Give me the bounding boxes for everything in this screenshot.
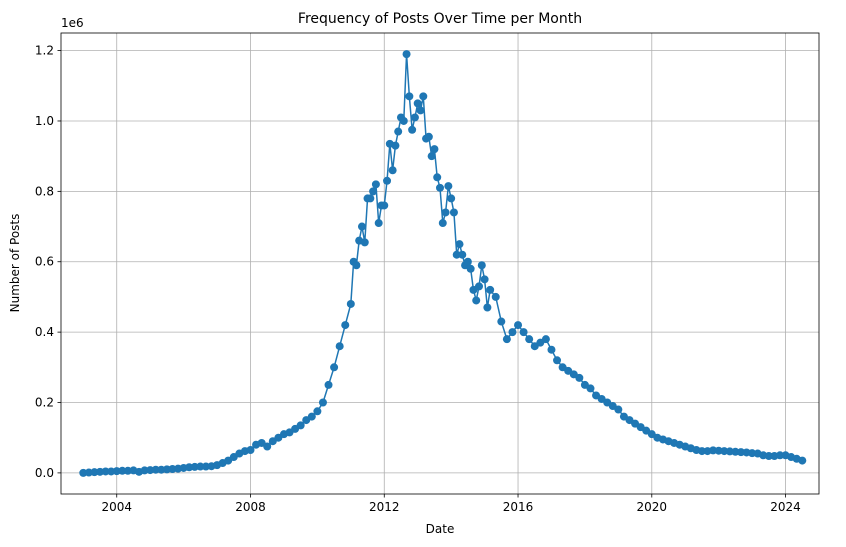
data-point [371, 180, 380, 189]
data-point [313, 407, 322, 416]
data-point [491, 292, 500, 301]
data-point [330, 363, 339, 372]
data-point [463, 257, 472, 266]
data-point [444, 182, 453, 191]
data-point [307, 412, 316, 421]
data-point [586, 384, 595, 393]
data-point [427, 152, 436, 161]
data-point [335, 342, 344, 351]
grid-lines [61, 33, 819, 494]
data-point [405, 92, 414, 101]
data-point [318, 398, 327, 407]
data-point [352, 261, 361, 270]
data-point [360, 238, 369, 247]
data-point [433, 173, 442, 182]
data-point [553, 356, 562, 365]
data-point [483, 303, 492, 312]
data-point [455, 240, 464, 249]
data-point [399, 116, 408, 125]
data-point [391, 141, 400, 150]
data-point [402, 50, 411, 59]
x-tick-label: 2016 [503, 500, 534, 514]
data-point [502, 335, 511, 344]
data-point [410, 113, 419, 122]
y-tick-label: 0.0 [35, 466, 54, 480]
data-point [798, 456, 807, 465]
data-point [419, 92, 428, 101]
data-point [196, 462, 205, 471]
data-point [477, 261, 486, 270]
data-point [764, 451, 773, 460]
data-point [151, 465, 160, 474]
data-point [436, 183, 444, 192]
data-point [441, 208, 450, 217]
y-tick-label: 0.2 [35, 396, 54, 410]
data-point [246, 446, 255, 455]
data-point [541, 335, 550, 344]
plot-frame [60, 32, 820, 495]
x-tick-label: 2020 [637, 500, 668, 514]
series-posts [79, 50, 807, 477]
y-tick-label: 0.6 [35, 255, 54, 269]
data-point [366, 194, 375, 203]
data-point [438, 219, 447, 228]
y-tick-label: 1.0 [35, 114, 54, 128]
axis-ticks: 2004 2008 2012 2016 2020 2024 0.0 0.2 0.4 0.6 0.8 1… [35, 44, 801, 514]
data-point [380, 201, 389, 210]
data-point [497, 317, 506, 326]
series-line [83, 54, 803, 474]
x-tick-label: 2008 [235, 500, 266, 514]
data-point [472, 296, 481, 305]
data-point [452, 250, 461, 259]
data-point [369, 187, 378, 196]
data-point [424, 132, 433, 141]
data-point [525, 335, 534, 344]
data-point [341, 321, 350, 330]
data-point [480, 275, 489, 284]
x-tick-label: 2004 [101, 500, 132, 514]
data-point [514, 321, 523, 330]
data-point [508, 328, 517, 337]
data-point [614, 405, 623, 414]
data-point [357, 222, 366, 231]
data-point [374, 219, 383, 228]
data-point [575, 373, 584, 382]
y-tick-label: 0.4 [35, 325, 54, 339]
data-point [447, 194, 456, 203]
data-point [394, 127, 403, 136]
data-point [775, 451, 784, 460]
data-point [547, 345, 556, 354]
y-tick-label: 1.2 [35, 44, 54, 58]
data-point [697, 447, 706, 456]
data-point [486, 285, 495, 294]
data-point [449, 208, 458, 217]
data-point [466, 264, 475, 273]
y-axis-label: Number of Posts [8, 214, 22, 313]
data-point [383, 176, 392, 185]
data-point [519, 328, 528, 337]
data-point [324, 380, 333, 389]
x-tick-label: 2024 [770, 500, 801, 514]
data-point [413, 99, 422, 108]
data-point [346, 299, 355, 308]
data-point [458, 250, 467, 259]
data-point [101, 467, 110, 476]
data-point [296, 421, 305, 430]
data-point [263, 442, 272, 451]
y-tick-label: 0.8 [35, 184, 54, 198]
data-point [408, 125, 417, 134]
y-offset-text: 1e6 [61, 16, 84, 30]
data-point [118, 466, 127, 475]
data-point [475, 282, 484, 291]
data-point [388, 166, 397, 175]
chart-title: Frequency of Posts Over Time per Month [298, 11, 582, 27]
x-axis-label: Date [426, 522, 455, 536]
data-point [416, 106, 425, 115]
x-tick-label: 2012 [369, 500, 400, 514]
data-point [430, 145, 439, 154]
